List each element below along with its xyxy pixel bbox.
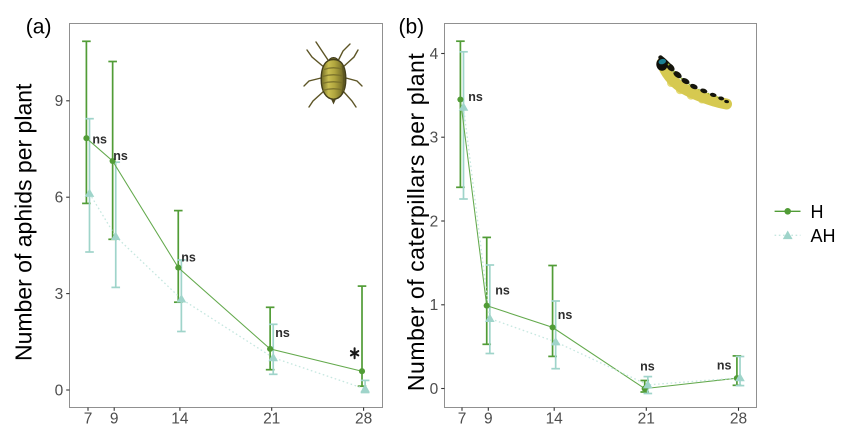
- svg-text:14: 14: [546, 411, 564, 428]
- svg-text:ns: ns: [640, 359, 655, 373]
- svg-text:ns: ns: [113, 149, 128, 163]
- svg-text:ns: ns: [558, 308, 573, 322]
- svg-text:14: 14: [171, 411, 189, 428]
- svg-text:28: 28: [730, 411, 747, 428]
- svg-text:3: 3: [55, 286, 64, 303]
- svg-text:7: 7: [84, 411, 93, 428]
- svg-text:(b): (b): [399, 15, 425, 38]
- svg-text:ns: ns: [468, 90, 483, 104]
- svg-text:ns: ns: [92, 133, 107, 147]
- svg-text:ns: ns: [717, 359, 732, 373]
- svg-text:3: 3: [430, 130, 439, 147]
- svg-text:9: 9: [110, 411, 119, 428]
- svg-text:21: 21: [263, 411, 280, 428]
- svg-text:ns: ns: [495, 283, 510, 297]
- svg-text:6: 6: [55, 190, 64, 207]
- svg-text:7: 7: [458, 411, 467, 428]
- svg-text:(a): (a): [26, 15, 52, 38]
- svg-text:2: 2: [430, 213, 439, 230]
- svg-text:28: 28: [355, 411, 372, 428]
- svg-text:0: 0: [55, 382, 64, 399]
- svg-text:4: 4: [430, 46, 439, 63]
- svg-text:1: 1: [430, 297, 439, 314]
- svg-text:ns: ns: [181, 251, 196, 265]
- svg-text:Number of caterpillars per pla: Number of caterpillars per plant: [403, 53, 429, 392]
- svg-text:0: 0: [430, 381, 439, 398]
- svg-text:H: H: [811, 202, 824, 222]
- svg-text:9: 9: [484, 411, 493, 428]
- svg-text:ns: ns: [275, 326, 290, 340]
- svg-text:AH: AH: [811, 226, 836, 246]
- svg-text:21: 21: [638, 411, 655, 428]
- svg-text:9: 9: [55, 93, 64, 110]
- svg-text:Number of aphids per plant: Number of aphids per plant: [11, 83, 37, 361]
